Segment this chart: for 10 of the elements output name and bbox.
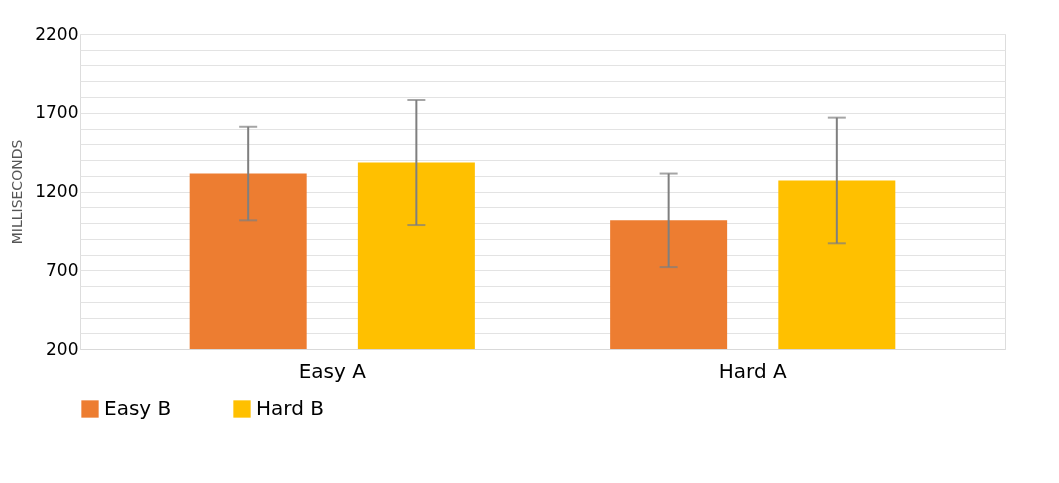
x-tick-label: Hard A — [718, 358, 787, 383]
y-tick-label: 2200 — [35, 23, 79, 44]
y-tick-label: 1200 — [35, 181, 79, 201]
legend-label: Hard B — [256, 396, 324, 420]
y-tick-label: 700 — [46, 259, 79, 280]
x-tick-label: Easy A — [298, 358, 367, 383]
y-tick-label: 1700 — [35, 102, 79, 123]
y-axis-title: MILLISECONDS — [9, 139, 26, 245]
y-tick-label: 200 — [46, 338, 79, 359]
legend-label: Easy B — [104, 396, 172, 420]
